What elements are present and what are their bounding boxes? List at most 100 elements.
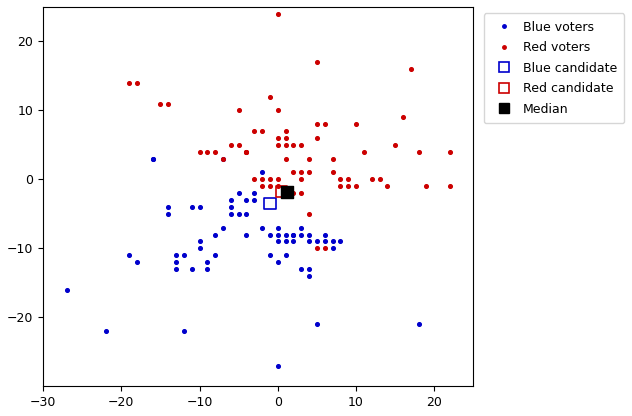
Point [281,252,291,259]
Point [210,149,220,155]
Point [312,238,322,245]
Point [296,141,307,148]
Point [265,176,275,183]
Point [163,100,173,107]
Point [241,149,252,155]
Point [327,245,337,252]
Point [226,204,236,210]
Point [273,224,283,231]
Point [273,135,283,141]
Point [296,169,307,176]
Point [281,141,291,148]
Point [296,266,307,272]
Point [304,266,314,272]
Point [179,328,189,334]
Point [226,141,236,148]
Point [249,197,259,203]
Point [327,169,337,176]
Point [202,259,212,265]
Point [163,210,173,217]
Point [320,245,330,252]
Point [273,176,283,183]
Point [288,169,298,176]
Point [257,169,267,176]
Point [320,231,330,238]
Point [367,176,377,183]
Point [265,93,275,100]
Point [288,231,298,238]
Point [304,272,314,279]
Point [327,238,337,245]
Point [210,252,220,259]
Point [226,197,236,203]
Point [312,59,322,65]
Point [257,224,267,231]
Point [265,183,275,190]
Point [241,149,252,155]
Point [320,238,330,245]
Point [273,231,283,238]
Point [147,155,157,162]
Point [374,176,384,183]
Point [336,176,346,183]
Point [288,231,298,238]
Point [265,200,275,207]
Point [273,183,283,190]
Point [218,155,228,162]
Point [304,155,314,162]
Point [296,231,307,238]
Point [249,128,259,134]
Point [171,259,181,265]
Point [312,245,322,252]
Point [304,238,314,245]
Point [195,204,205,210]
Point [445,149,455,155]
Point [132,79,142,86]
Point [336,183,346,190]
Point [413,321,423,327]
Point [390,141,400,148]
Point [406,66,416,72]
Point [147,155,157,162]
Point [257,176,267,183]
Point [171,252,181,259]
Point [304,169,314,176]
Point [312,135,322,141]
Point [61,287,71,293]
Point [273,107,283,114]
Point [234,210,244,217]
Point [320,121,330,128]
Point [163,204,173,210]
Point [234,141,244,148]
Point [343,176,353,183]
Point [195,245,205,252]
Point [288,190,298,196]
Point [296,224,307,231]
Point [226,210,236,217]
Point [234,190,244,196]
Point [210,231,220,238]
Point [281,190,291,196]
Point [195,149,205,155]
Point [398,114,408,121]
Legend: Blue voters, Red voters, Blue candidate, Red candidate, Median: Blue voters, Red voters, Blue candidate,… [484,13,624,123]
Point [186,266,197,272]
Point [234,107,244,114]
Point [218,155,228,162]
Point [382,183,392,190]
Point [296,176,307,183]
Point [273,141,283,148]
Point [265,252,275,259]
Point [132,259,142,265]
Point [241,210,252,217]
Point [304,231,314,238]
Point [312,321,322,327]
Point [281,135,291,141]
Point [202,149,212,155]
Point [249,176,259,183]
Point [273,238,283,245]
Point [179,252,189,259]
Point [257,183,267,190]
Point [100,328,111,334]
Point [171,266,181,272]
